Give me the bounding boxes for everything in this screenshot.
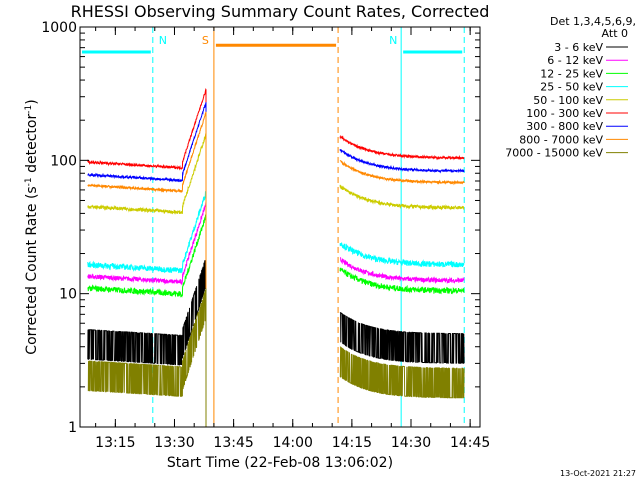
y-axis-label-main: Corrected Count Rate (s	[24, 186, 40, 354]
series-line-8-segment-2	[339, 346, 465, 399]
x-tick-label-3: 14:00	[273, 435, 313, 451]
series-line-4-segment-2	[339, 184, 465, 211]
legend-label-1: 6 - 12 keV	[547, 54, 603, 67]
x-tick-label-5: 14:30	[391, 435, 431, 451]
y-axis-label-sup-2: -1	[24, 105, 34, 114]
x-tick-label-4: 14:15	[332, 435, 372, 451]
y-axis-label-sup-1: -1	[24, 177, 34, 186]
series-line-2-segment-2	[339, 267, 465, 295]
series-line-1-segment-2	[340, 257, 465, 285]
x-tick-label-2: 13:45	[213, 435, 253, 451]
series-line-5-segment-1	[87, 88, 207, 427]
y-axis-label-mid: detector	[24, 114, 40, 178]
y-tick-label-0: 1	[68, 420, 77, 436]
legend-header-line-1: Det 1,3,4,5,6,9,	[550, 15, 636, 28]
series-line-4-segment-1	[87, 133, 207, 427]
legend-label-7: 800 - 7000 keV	[519, 133, 603, 146]
x-tick-label-1: 13:30	[154, 435, 194, 451]
timestamp: 13-Oct-2021 21:27	[560, 469, 636, 478]
y-tick-label-3: 1000	[41, 20, 77, 36]
series-line-6-segment-2	[339, 149, 465, 174]
series-line-3-segment-2	[339, 242, 465, 268]
x-axis-label: Start Time (22-Feb-08 13:06:02)	[167, 455, 393, 471]
series-line-0-segment-2	[339, 311, 465, 364]
series-line-8-segment-1	[87, 288, 207, 427]
legend-label-0: 3 - 6 keV	[554, 41, 603, 54]
marker-label-4: S	[202, 34, 209, 47]
series-line-7-segment-1	[87, 111, 207, 427]
y-tick-label-2: 100	[50, 153, 77, 169]
y-axis-label: Corrected Count Rate (s-1 detector-1)	[24, 99, 40, 354]
axis-ticks: 13:15 13:30 13:45 14:00 14:15 14:30 14:45 1 10 10…	[41, 20, 490, 451]
series-line-1-segment-1	[87, 201, 207, 427]
marker-label-1: N	[389, 34, 397, 47]
y-tick-label-1: 10	[59, 287, 77, 303]
chart-title: RHESSI Observing Summary Count Rates, Co…	[71, 2, 490, 21]
legend-header-line-2: Att 0	[602, 27, 628, 40]
series-line-7-segment-2	[339, 160, 465, 186]
legend-label-6: 300 - 800 keV	[526, 120, 603, 133]
marker-label-0: N	[159, 34, 167, 47]
series-line-0-segment-1	[87, 260, 207, 427]
x-tick-label-0: 13:15	[95, 435, 135, 451]
legend-label-8: 7000 - 15000 keV	[505, 147, 603, 160]
series-line-3-segment-1	[87, 190, 207, 427]
legend-label-4: 50 - 100 keV	[533, 94, 603, 107]
plot-area: N NS	[79, 27, 465, 427]
y-axis-label-end: )	[24, 99, 40, 104]
plot-frame	[79, 26, 481, 428]
legend-label-3: 25 - 50 keV	[540, 81, 603, 94]
series-line-2-segment-1	[87, 214, 207, 427]
x-tick-label-6: 14:45	[450, 435, 490, 451]
series-line-5-segment-2	[339, 135, 465, 161]
legend-label-5: 100 - 300 keV	[526, 107, 603, 120]
series-line-6-segment-1	[87, 102, 207, 427]
legend-label-2: 12 - 25 keV	[540, 67, 603, 80]
